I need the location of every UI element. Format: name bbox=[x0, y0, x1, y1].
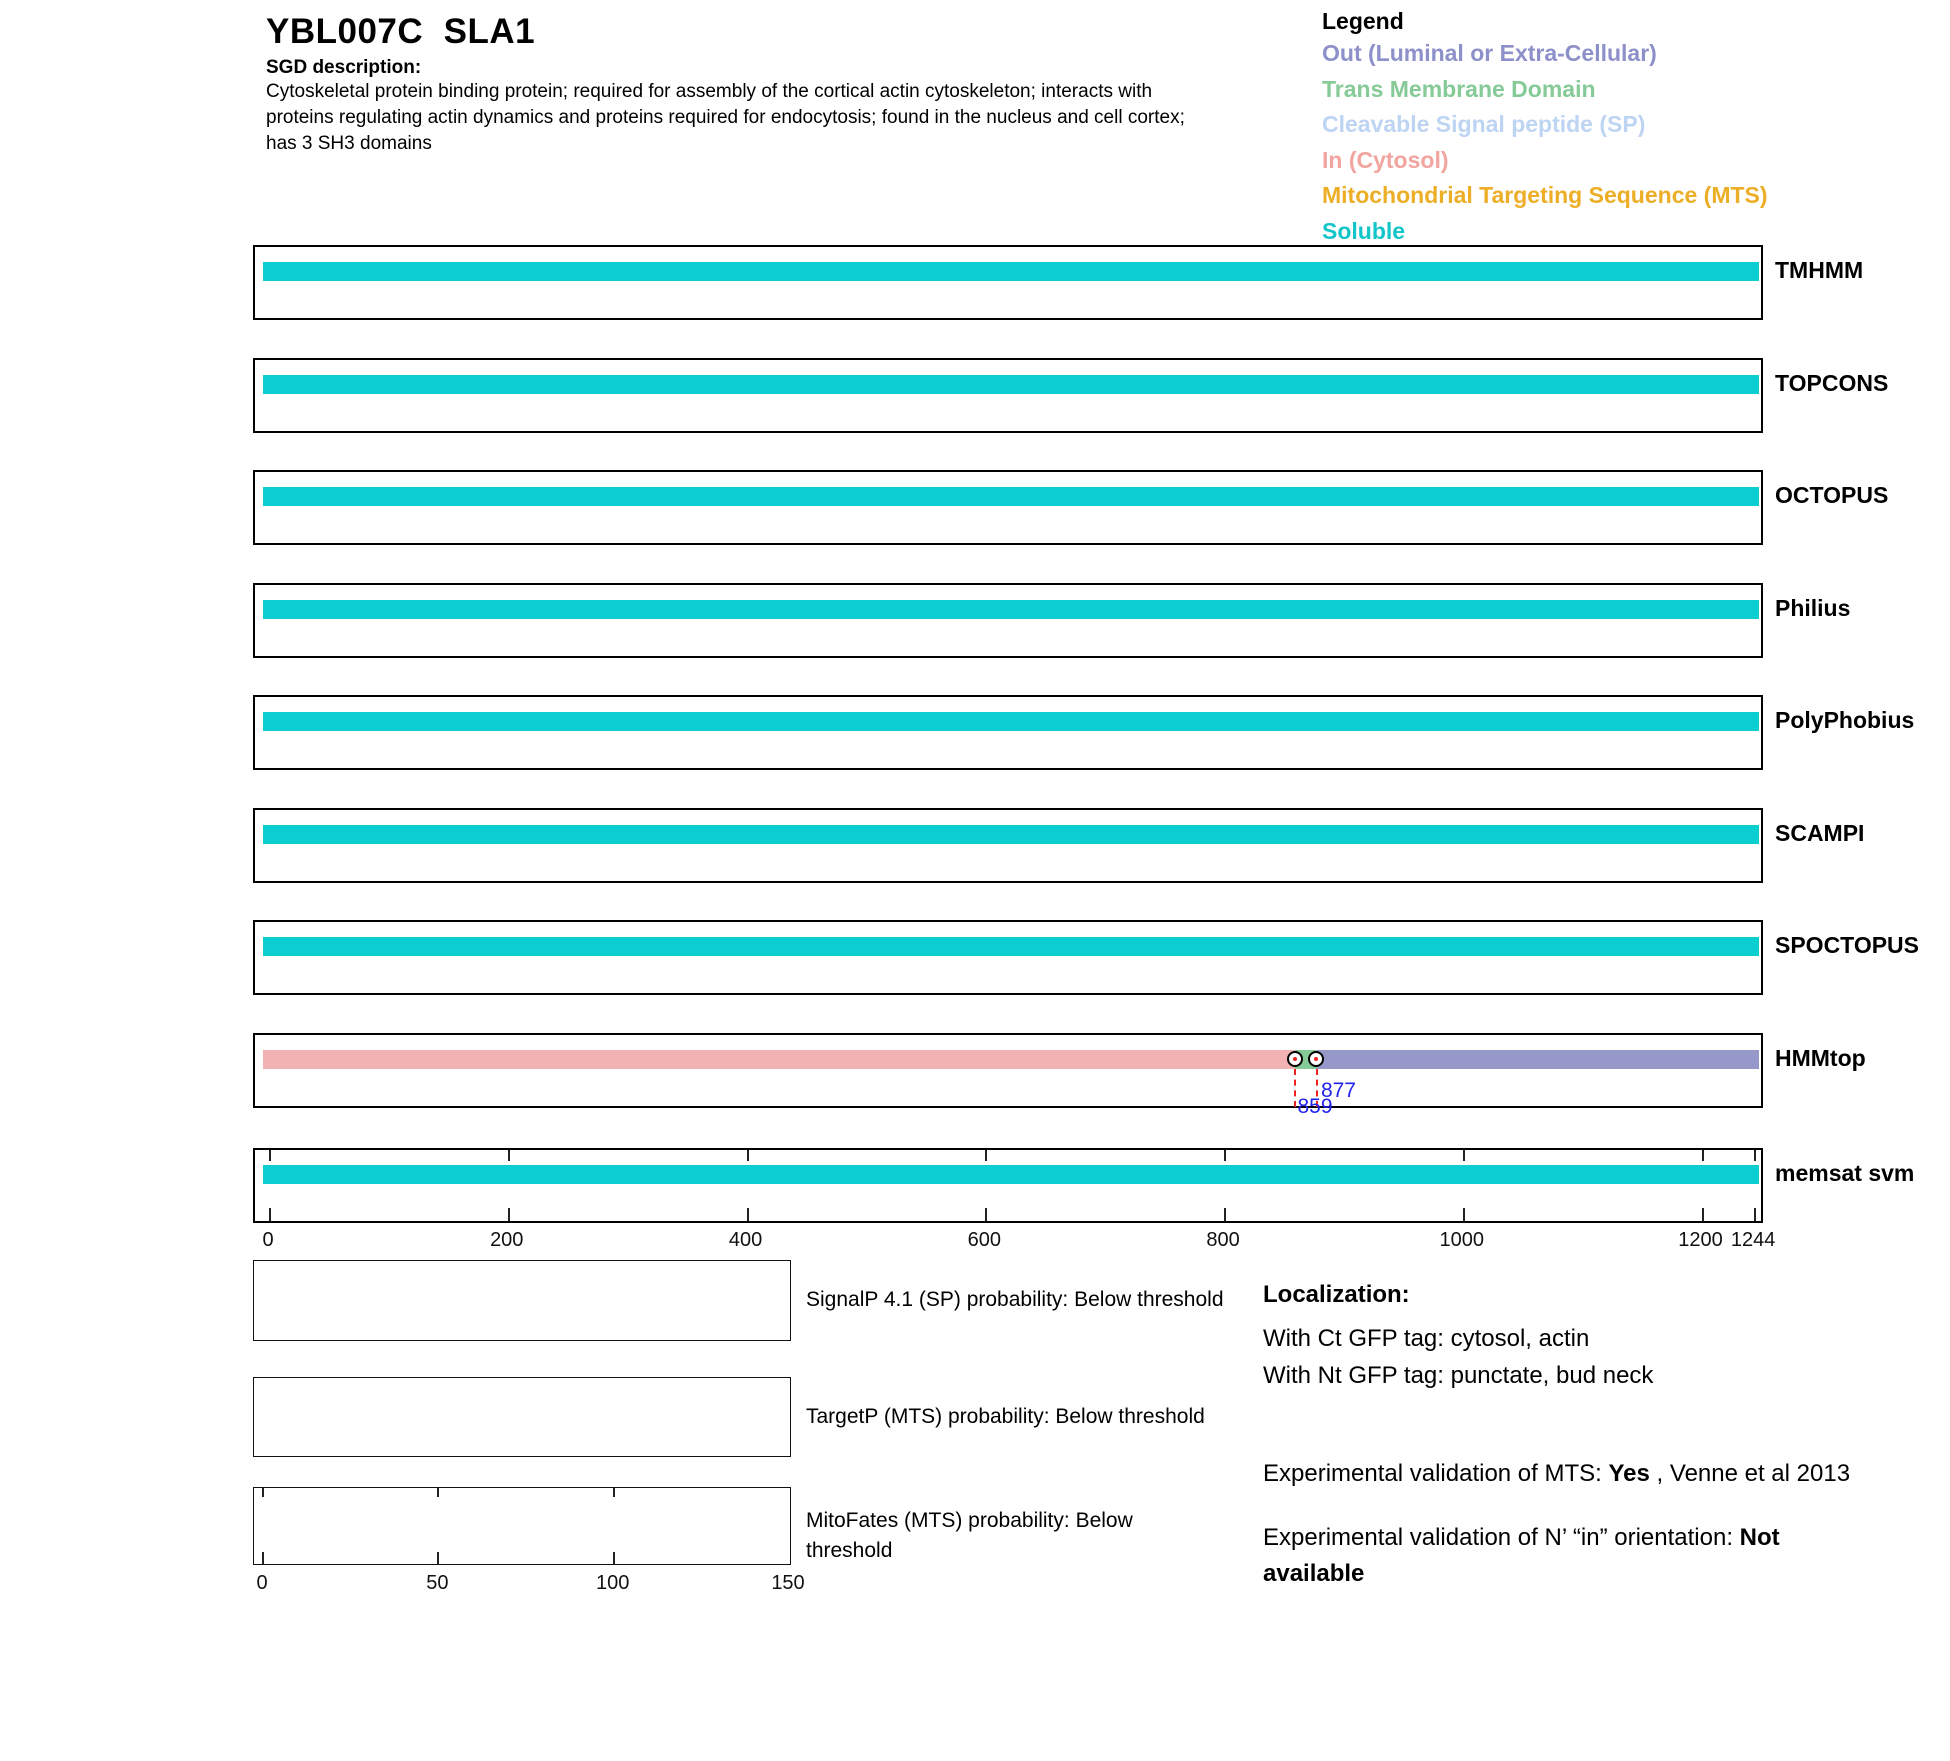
sequence-axis-tick-label: 200 bbox=[490, 1229, 524, 1251]
mts-validation-line: Experimental validation of MTS: Yes , Ve… bbox=[1263, 1460, 1851, 1487]
mini-plot-label-mitofates: threshold bbox=[806, 1539, 893, 1562]
axis-tick bbox=[985, 1150, 988, 1161]
hmmtop-marker-circle bbox=[1286, 1051, 1303, 1067]
sgd-description-line: Cytoskeletal protein binding protein; re… bbox=[266, 81, 1153, 102]
track-box-Philius bbox=[253, 583, 1763, 658]
hmmtop-marker-label: 859 bbox=[1297, 1095, 1333, 1118]
track-bar-segment-out bbox=[1316, 1050, 1759, 1069]
sequence-axis-tick-label: 0 bbox=[262, 1229, 274, 1251]
localization-line: With Nt GFP tag: punctate, bud neck bbox=[1263, 1362, 1654, 1389]
sequence-axis-tick-label: 1200 bbox=[1678, 1229, 1723, 1251]
mini-plot-label-mitofates: MitoFates (MTS) probability: Below bbox=[806, 1509, 1133, 1532]
axis-tick bbox=[1462, 1150, 1465, 1161]
hmmtop-marker-line bbox=[1294, 1069, 1297, 1107]
track-label-memsat-svm: memsat svm bbox=[1775, 1159, 1915, 1186]
orientation-validation-line-2: available bbox=[1263, 1560, 1365, 1587]
sgd-description-line: has 3 SH3 domains bbox=[266, 133, 432, 154]
sgd-description-label: SGD description: bbox=[266, 57, 422, 78]
localization-title: Localization: bbox=[1263, 1281, 1410, 1308]
sequence-axis-tick-label: 800 bbox=[1206, 1229, 1240, 1251]
track-box-SCAMPI bbox=[253, 808, 1763, 883]
axis-tick bbox=[985, 1208, 988, 1221]
hmmtop-marker-dot bbox=[1314, 1057, 1319, 1061]
track-box-SPOCTOPUS bbox=[253, 920, 1763, 995]
sequence-axis-tick-label: 600 bbox=[967, 1229, 1001, 1251]
mini-axis-tick bbox=[262, 1488, 264, 1497]
track-bar-segment-soluble bbox=[263, 825, 1759, 844]
track-box-HMMtop: 859 877 bbox=[253, 1033, 1763, 1118]
legend-title: Legend bbox=[1322, 8, 1404, 34]
mini-axis-tick bbox=[262, 1552, 264, 1564]
mini-plot-box-signalp bbox=[253, 1260, 791, 1341]
hmmtop-marker-circle bbox=[1308, 1051, 1325, 1067]
axis-tick bbox=[1701, 1150, 1704, 1161]
mts-validation-value: Yes bbox=[1608, 1460, 1650, 1487]
axis-tick bbox=[1224, 1208, 1227, 1221]
axis-tick bbox=[1754, 1208, 1757, 1221]
hmmtop-marker-label: 877 bbox=[1320, 1079, 1356, 1102]
legend-item-mts: Mitochondrial Targeting Sequence (MTS) bbox=[1322, 182, 1768, 208]
track-label-PolyPhobius: PolyPhobius bbox=[1775, 706, 1915, 733]
page-title: YBL007C SLA1 bbox=[266, 12, 536, 51]
hmmtop-marker-dot bbox=[1292, 1057, 1297, 1061]
mini-plot-label-targetp: TargetP (MTS) probability: Below thresho… bbox=[806, 1405, 1205, 1428]
orientation-validation-line: Experimental validation of N’ “in” orien… bbox=[1263, 1524, 1780, 1551]
mini-axis-tick-label: 150 bbox=[771, 1572, 805, 1594]
track-box-TOPCONS bbox=[253, 358, 1763, 433]
track-box-OCTOPUS bbox=[253, 470, 1763, 545]
track-bar-segment-soluble bbox=[263, 262, 1759, 281]
track-bar-segment-soluble bbox=[263, 600, 1759, 619]
localization-line: With Ct GFP tag: cytosol, actin bbox=[1263, 1325, 1590, 1352]
track-box-memsat-svm bbox=[253, 1148, 1763, 1223]
axis-tick bbox=[507, 1208, 510, 1221]
axis-tick bbox=[1462, 1208, 1465, 1221]
mini-axis-tick bbox=[612, 1488, 615, 1497]
track-box-TMHMM bbox=[253, 245, 1763, 320]
mini-axis-tick-label: 100 bbox=[595, 1572, 630, 1594]
hmmtop-marker-line bbox=[1315, 1069, 1318, 1107]
sequence-axis-tick-label: 400 bbox=[728, 1229, 763, 1251]
track-label-OCTOPUS: OCTOPUS bbox=[1775, 481, 1889, 508]
sgd-description-text: Cytoskeletal protein binding protein; re… bbox=[266, 79, 1296, 157]
orientation-validation-value: Not bbox=[1739, 1524, 1780, 1551]
mini-axis-tick-label: 50 bbox=[426, 1572, 449, 1594]
sequence-axis-tick-label: 1244 bbox=[1730, 1229, 1776, 1251]
track-bar-segment-in bbox=[263, 1050, 1296, 1069]
track-label-TOPCONS: TOPCONS bbox=[1775, 369, 1889, 396]
sequence-axis-tick-label: 1000 bbox=[1439, 1229, 1485, 1251]
mini-axis-tick bbox=[612, 1552, 615, 1564]
track-label-SPOCTOPUS: SPOCTOPUS bbox=[1775, 931, 1919, 958]
sgd-description-line: proteins regulating actin dynamics and p… bbox=[266, 107, 1185, 128]
legend-item-tm: Trans Membrane Domain bbox=[1322, 76, 1596, 102]
axis-tick bbox=[1224, 1150, 1227, 1161]
axis-tick bbox=[746, 1150, 749, 1161]
legend-item-in: In (Cytosol) bbox=[1322, 147, 1449, 173]
axis-tick bbox=[1701, 1208, 1704, 1221]
axis-tick bbox=[1754, 1150, 1757, 1161]
legend-item-sp: Cleavable Signal peptide (SP) bbox=[1322, 111, 1646, 137]
track-bar-segment-soluble bbox=[263, 1165, 1759, 1184]
track-label-HMMtop: HMMtop bbox=[1775, 1044, 1866, 1071]
axis-tick bbox=[269, 1208, 271, 1221]
track-label-TMHMM: TMHMM bbox=[1775, 256, 1864, 283]
track-bar-segment-soluble bbox=[263, 937, 1759, 956]
mini-axis-tick-label: 0 bbox=[256, 1572, 268, 1594]
axis-tick bbox=[746, 1208, 749, 1221]
mini-axis-tick bbox=[437, 1488, 440, 1497]
track-bar-segment-soluble bbox=[263, 375, 1759, 394]
axis-tick bbox=[507, 1150, 510, 1161]
track-box-PolyPhobius bbox=[253, 695, 1763, 770]
track-bar-segment-soluble bbox=[263, 487, 1759, 506]
axis-tick bbox=[269, 1150, 271, 1161]
mini-axis-tick bbox=[437, 1552, 440, 1564]
track-bar-segment-soluble bbox=[263, 712, 1759, 731]
track-label-Philius: Philius bbox=[1775, 594, 1851, 621]
legend-item-out: Out (Luminal or Extra-Cellular) bbox=[1322, 40, 1657, 66]
track-label-SCAMPI: SCAMPI bbox=[1775, 819, 1865, 846]
legend-item-soluble: Soluble bbox=[1322, 218, 1406, 244]
mini-plot-box-targetp bbox=[253, 1377, 791, 1457]
mini-plot-label-signalp: SignalP 4.1 (SP) probability: Below thre… bbox=[806, 1288, 1224, 1311]
mini-plot-box-mitofates bbox=[253, 1487, 791, 1565]
